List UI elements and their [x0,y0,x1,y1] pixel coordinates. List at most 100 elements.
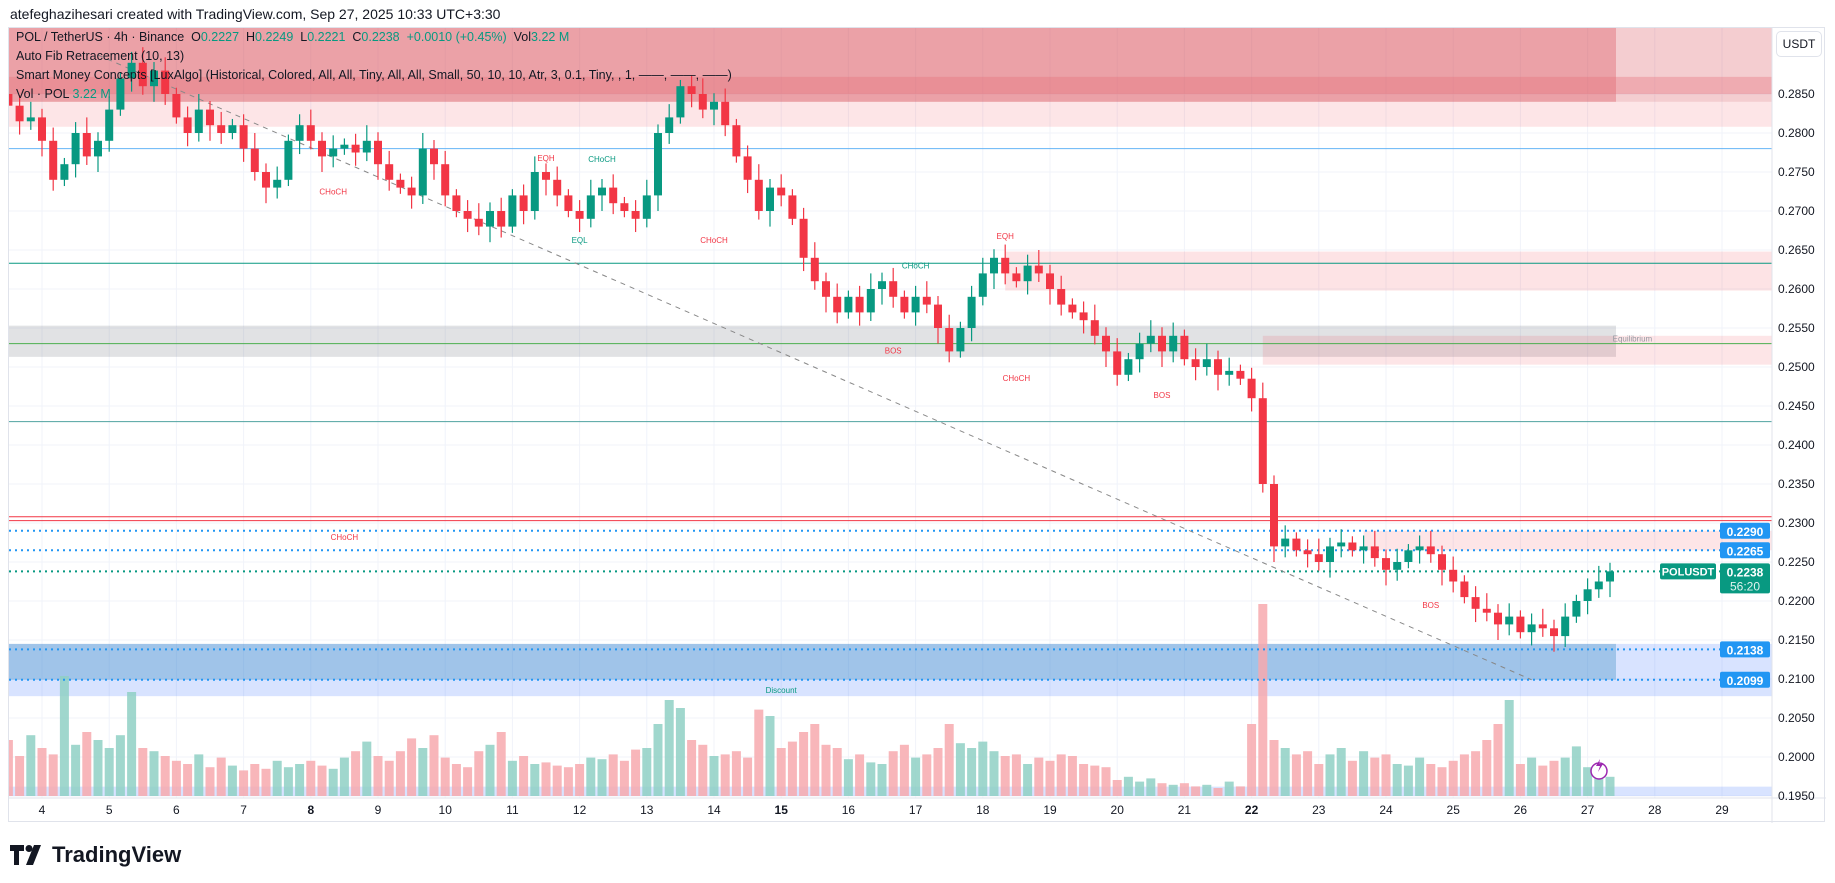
volume-bar [720,754,730,796]
time-axis-label: 26 [1514,803,1528,817]
candle-body [217,125,226,133]
volume-bar [1560,757,1570,796]
chart-caption: atefeghazihesari created with TradingVie… [10,6,501,22]
time-axis-label: 5 [106,803,113,817]
price-axis-label: 0.2150 [1778,633,1815,647]
candle-body [766,187,774,211]
candle-body [49,140,58,180]
volume-bar [922,754,932,796]
volume-bar [183,764,193,796]
trend-line [97,54,1532,681]
volume-bar [855,754,865,796]
time-axis-label: 13 [640,803,654,817]
volume-bar [1448,760,1458,796]
candle-body [418,148,427,196]
time-axis-label: 8 [307,803,314,817]
volume-bar [1168,784,1178,796]
time-axis-label: 14 [707,803,721,817]
currency-button[interactable]: USDT [1776,31,1822,57]
volume-bar [1605,776,1615,796]
price-chart[interactable]: EQH CHoCH CHoCH EQL CHoCH EQH CHoCH BOS CHoCH BOS… [9,28,1826,823]
candle-body [1079,312,1088,321]
price-axis-label: 0.2650 [1778,243,1815,257]
volume-bar [362,741,372,796]
volume-bar [619,760,629,796]
volume-bar [731,751,741,796]
time-axis-label: 29 [1715,803,1729,817]
candle-body [1482,608,1491,613]
candle-body [1191,359,1200,367]
price-axis-label: 0.2100 [1778,672,1815,686]
candle-body [452,195,461,211]
volume-bar [955,743,965,796]
candle-body [206,109,214,126]
candle-body [1494,612,1502,625]
candle-body [1471,597,1480,609]
smc-zone [9,28,1772,102]
low-label: L [300,30,308,44]
smc-label: CHoCH [588,155,616,164]
candle-body [1158,335,1166,352]
volume-bar [664,700,674,796]
candle-body [810,257,819,282]
volume-bar [1459,754,1469,796]
volume-bar [339,757,349,796]
candle-body [698,94,707,110]
candle-body [441,164,450,196]
volume-bar [1403,765,1413,796]
close-value: 0.2238 [361,30,400,44]
indicator-volume[interactable]: Vol · POL 3.22 M [16,87,111,101]
volume-bar [563,767,573,796]
candle-body [1236,370,1245,379]
bar-countdown: 56:20 [1730,579,1760,593]
lightning-glyph [1596,759,1603,772]
open-label: O [191,30,201,44]
candle-body [609,187,618,204]
candle-body [60,164,69,180]
time-axis-label: 24 [1379,803,1393,817]
volume-bar [1359,751,1369,796]
price-axis-label: 0.2000 [1778,750,1815,764]
time-axis-label: 27 [1581,803,1595,817]
candle-body [1169,335,1178,352]
smc-zone [1363,530,1772,551]
indicator-fib[interactable]: Auto Fib Retracement (10, 13) [16,49,185,63]
candle-body [497,211,506,227]
time-axis-label: 20 [1111,803,1125,817]
candle-body [116,78,125,110]
time-axis-label: 10 [439,803,453,817]
volume-bar [59,676,69,796]
volume-bar [1471,751,1481,796]
indicator-smc[interactable]: Smart Money Concepts [LuxAlgo] (Historic… [16,68,732,82]
candle-body [889,281,898,297]
volume-bar [743,757,753,796]
candle-body [1314,554,1323,562]
symbol-legend[interactable]: POL / TetherUS · 4h · Binance O0.2227 H0… [16,30,569,44]
candle-body [396,179,405,188]
volume-bar [1213,788,1223,796]
price-axis-label: 0.2350 [1778,477,1815,491]
time-axis-label: 25 [1447,803,1461,817]
time-axis-label: 4 [39,803,46,817]
volume-bar [272,760,282,796]
price-tag-label: 0.2138 [1727,643,1764,657]
volume-bar [1045,760,1055,796]
volume-bar [104,748,114,796]
candle-body [598,187,606,196]
volume-bar [631,749,641,796]
last-price-label: 0.2238 [1727,565,1764,579]
volume-bar [1291,754,1301,796]
price-axis-label: 0.2750 [1778,165,1815,179]
candle-body [967,296,976,328]
candle-body [1460,581,1469,598]
vol-label: Vol [513,30,532,44]
candle-body [1550,628,1558,637]
candle-body [1247,378,1256,399]
volume-bar [1056,754,1066,796]
candle-body [340,144,349,149]
candle-body [138,62,147,87]
candle-body [631,211,640,219]
candle-body [1449,569,1458,582]
tradingview-logo[interactable]: TradingView [10,842,181,868]
time-axis-label: 9 [375,803,382,817]
